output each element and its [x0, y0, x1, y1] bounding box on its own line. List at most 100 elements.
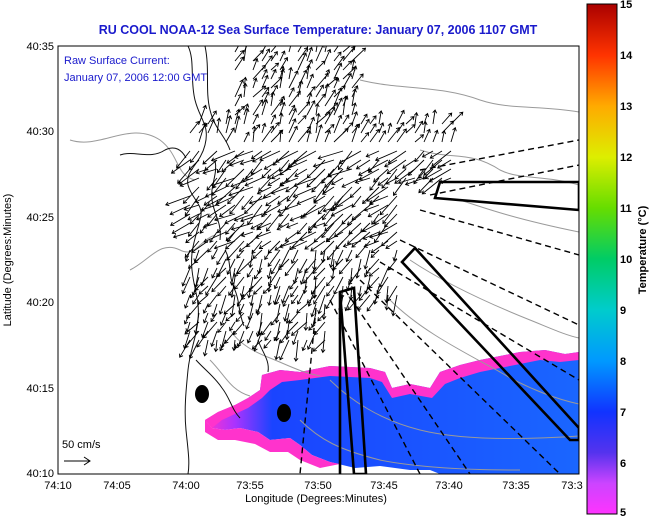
- current-vector-arrow: [346, 231, 362, 245]
- current-vector-arrow: [270, 186, 290, 195]
- current-vector-arrow: [317, 195, 335, 215]
- current-vector-arrow: [386, 159, 407, 175]
- bathymetry-contours: [69, 79, 579, 471]
- current-vector-arrow: [384, 159, 398, 168]
- current-vector-arrow: [270, 62, 280, 71]
- current-vector-arrow: [322, 204, 344, 213]
- current-vector-arrow: [333, 97, 343, 116]
- current-vector-arrow: [313, 186, 326, 203]
- current-vector-arrow: [351, 123, 360, 143]
- current-vector-arrow: [450, 126, 457, 143]
- current-vector-arrow: [351, 231, 371, 248]
- current-vector-arrow: [306, 46, 314, 62]
- current-vector-arrow: [207, 204, 227, 218]
- current-vector-arrow: [226, 258, 236, 275]
- current-vector-arrow: [229, 321, 236, 332]
- current-vector-arrow: [296, 222, 308, 235]
- current-vector-arrow: [217, 321, 227, 334]
- current-vector-arrow: [261, 125, 274, 143]
- current-vector-arrow: [234, 56, 245, 71]
- current-vector-arrow: [331, 177, 344, 186]
- current-vector-arrow: [317, 294, 326, 315]
- current-vector-arrow: [243, 46, 247, 62]
- current-vector-arrow: [315, 46, 318, 53]
- current-vector-arrow: [244, 168, 263, 180]
- current-vector-arrow: [242, 82, 248, 98]
- current-vector-arrow: [306, 330, 317, 350]
- current-vector-arrow: [366, 186, 389, 202]
- current-vector-arrow: [225, 127, 235, 143]
- current-vector-arrow: [351, 102, 357, 116]
- current-vector-arrow: [423, 128, 431, 143]
- current-vector-arrow: [306, 294, 317, 304]
- current-vector-arrow: [392, 249, 398, 262]
- current-vector-arrow: [342, 46, 354, 53]
- current-vector-arrow: [254, 231, 272, 240]
- colorbar-tick: 10: [620, 254, 632, 266]
- current-vector-arrow: [252, 99, 264, 116]
- scale-label: 50 cm/s: [62, 439, 101, 451]
- current-vector-arrow: [207, 110, 217, 125]
- current-vector-arrow: [351, 88, 357, 107]
- current-vector-arrow: [288, 118, 297, 134]
- current-vector-arrow: [363, 249, 371, 270]
- current-vector-arrow: [360, 118, 370, 134]
- current-vector-arrow: [228, 285, 236, 296]
- current-vector-arrow: [240, 231, 254, 238]
- current-vector-arrow: [226, 240, 245, 261]
- current-vector-arrow: [384, 294, 390, 311]
- current-vector-arrow: [297, 80, 304, 98]
- current-vector-arrow: [243, 131, 250, 143]
- current-vector-arrow: [261, 91, 270, 107]
- current-vector-arrow: [194, 195, 209, 204]
- current-vector-arrow: [229, 195, 245, 215]
- current-vector-arrow: [396, 121, 405, 134]
- current-vector-arrow: [213, 339, 219, 353]
- current-vector-arrow: [252, 113, 259, 125]
- current-vector-arrow: [183, 204, 200, 212]
- current-vector-arrow: [183, 294, 191, 309]
- scale-arrow: [64, 456, 91, 466]
- current-vector-arrow: [224, 231, 245, 250]
- current-vector-arrow: [315, 124, 323, 143]
- current-vector-arrow: [441, 112, 453, 125]
- current-vector-arrow: [233, 213, 254, 222]
- current-vector-arrow: [225, 312, 236, 322]
- current-vector-arrow: [217, 159, 227, 174]
- current-vector-arrow: [303, 312, 309, 331]
- current-vector-arrow: [320, 330, 326, 354]
- current-vector-arrow: [216, 222, 227, 234]
- colorbar-label: Temperature (°C): [637, 205, 649, 294]
- current-vector-arrow: [187, 213, 200, 221]
- current-vector-arrow: [342, 60, 353, 71]
- current-vector-arrow: [351, 59, 356, 71]
- current-vector-arrow: [202, 150, 218, 165]
- current-vector-arrow: [266, 267, 272, 280]
- current-vector-arrow: [422, 121, 428, 134]
- current-vector-arrow: [424, 168, 443, 180]
- x-axis-label: Longitude (Degrees:Minutes): [245, 493, 387, 505]
- current-vector-arrow: [414, 134, 425, 143]
- current-vector-arrow: [181, 267, 191, 287]
- current-vector-arrow: [325, 231, 344, 243]
- colorbar-tick: 8: [620, 356, 626, 368]
- colorbar-tick: 12: [620, 152, 632, 164]
- current-vector-arrow: [333, 77, 340, 89]
- current-vector-arrow: [270, 114, 277, 125]
- current-vector-arrow: [288, 87, 295, 98]
- current-vector-arrow: [225, 108, 231, 125]
- current-vector-arrow: [317, 150, 344, 160]
- current-vector-arrow: [324, 129, 331, 143]
- current-vector-arrow: [286, 186, 299, 202]
- current-vector-arrow: [325, 294, 335, 310]
- x-tick-label: 73:35: [502, 480, 530, 492]
- current-vector-arrow: [262, 204, 281, 216]
- current-vector-arrow: [326, 240, 344, 261]
- current-vector-arrow: [270, 98, 284, 116]
- current-vector-arrow: [216, 249, 227, 266]
- current-vector-arrow: [255, 303, 263, 314]
- current-vector-arrow: [378, 122, 385, 134]
- current-vector-arrow: [281, 285, 290, 304]
- current-vector-arrow: [241, 195, 254, 211]
